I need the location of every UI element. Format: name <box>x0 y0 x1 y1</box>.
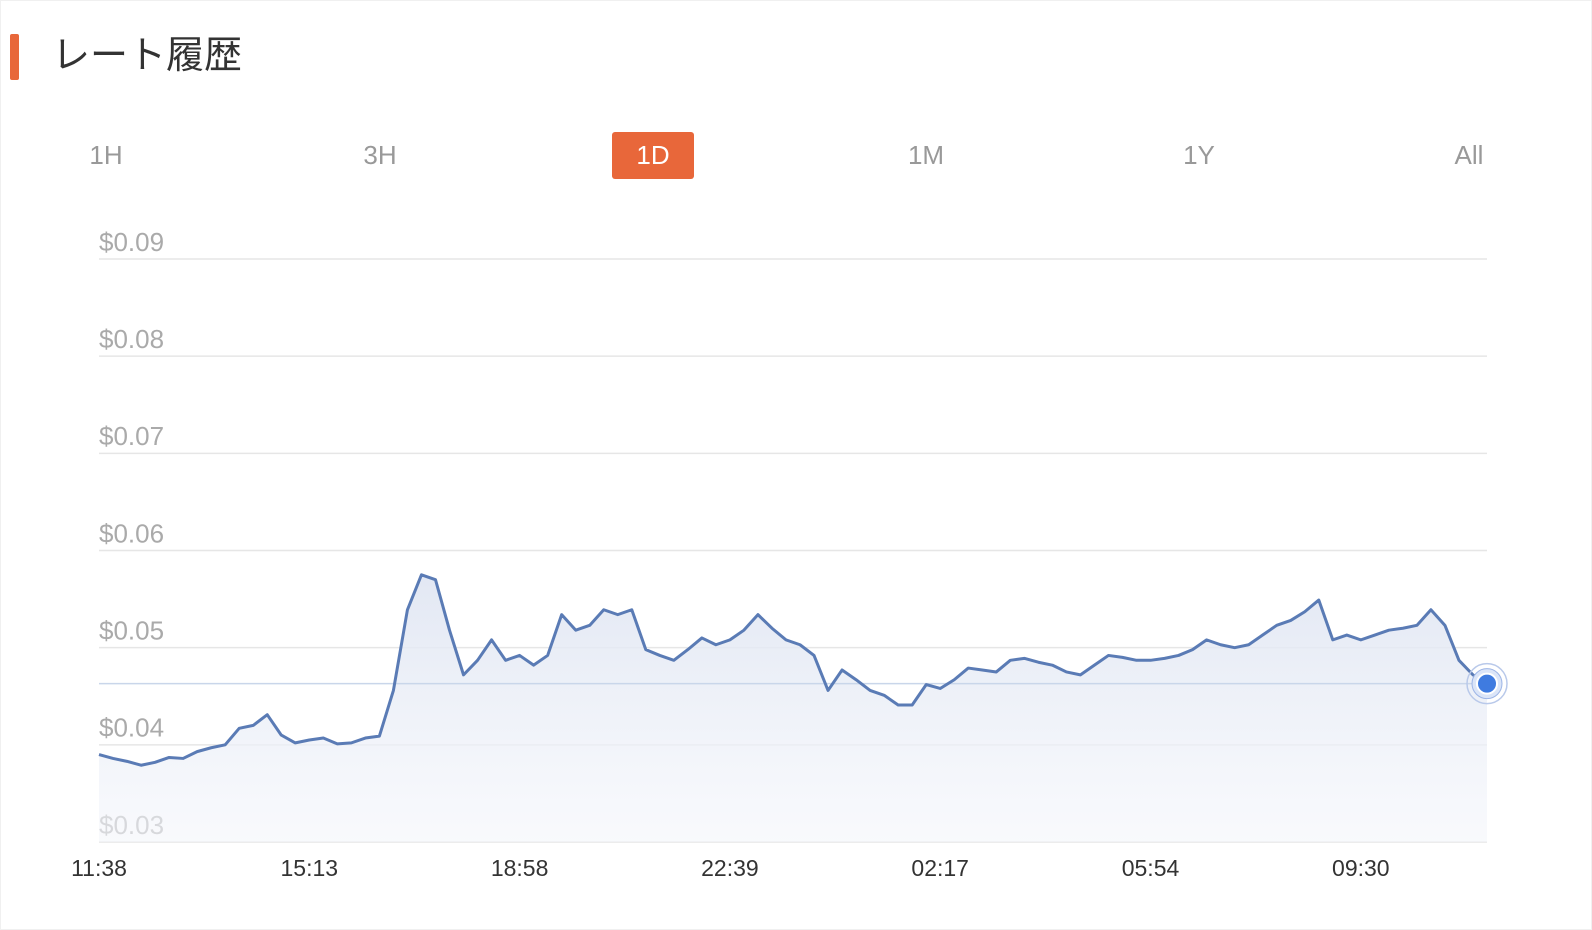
y-tick-label: $0.07 <box>99 421 164 451</box>
x-tick-label: 11:38 <box>71 855 127 881</box>
range-tabs: 1H 3H 1D 1M 1Y All <box>89 132 1483 179</box>
x-tick-label: 15:13 <box>281 855 339 881</box>
x-tick-label: 18:58 <box>491 855 549 881</box>
y-tick-label: $0.06 <box>99 518 164 548</box>
tab[interactable]: 1M <box>908 140 944 170</box>
y-tick-label: $0.08 <box>99 324 164 354</box>
y-tick-label: $0.05 <box>99 616 164 646</box>
title: レート履歴 <box>52 35 242 77</box>
rate-line <box>98 573 1488 767</box>
plot: $0.03$0.04$0.05$0.06$0.07$0.08$0.0911:38… <box>71 227 1508 881</box>
y-tick-label: $0.04 <box>99 713 164 743</box>
active-tab-bg <box>612 132 694 179</box>
active-tab[interactable]: 1D <box>636 140 669 170</box>
x-tick-label: 02:17 <box>911 855 969 881</box>
tab[interactable]: 1H <box>89 140 122 170</box>
current-rate-dot <box>1476 672 1498 695</box>
current-rate-halo <box>1466 662 1508 705</box>
area <box>99 574 1487 842</box>
y-tick-label: $0.09 <box>99 227 164 257</box>
title-accent <box>10 34 19 80</box>
tab[interactable]: 1Y <box>1183 140 1215 170</box>
x-tick-label: 05:54 <box>1122 855 1180 881</box>
tab[interactable]: 3H <box>363 140 396 170</box>
x-tick-label: 09:30 <box>1332 855 1390 881</box>
tab[interactable]: All <box>1455 140 1484 170</box>
x-tick-label: 22:39 <box>701 855 759 881</box>
